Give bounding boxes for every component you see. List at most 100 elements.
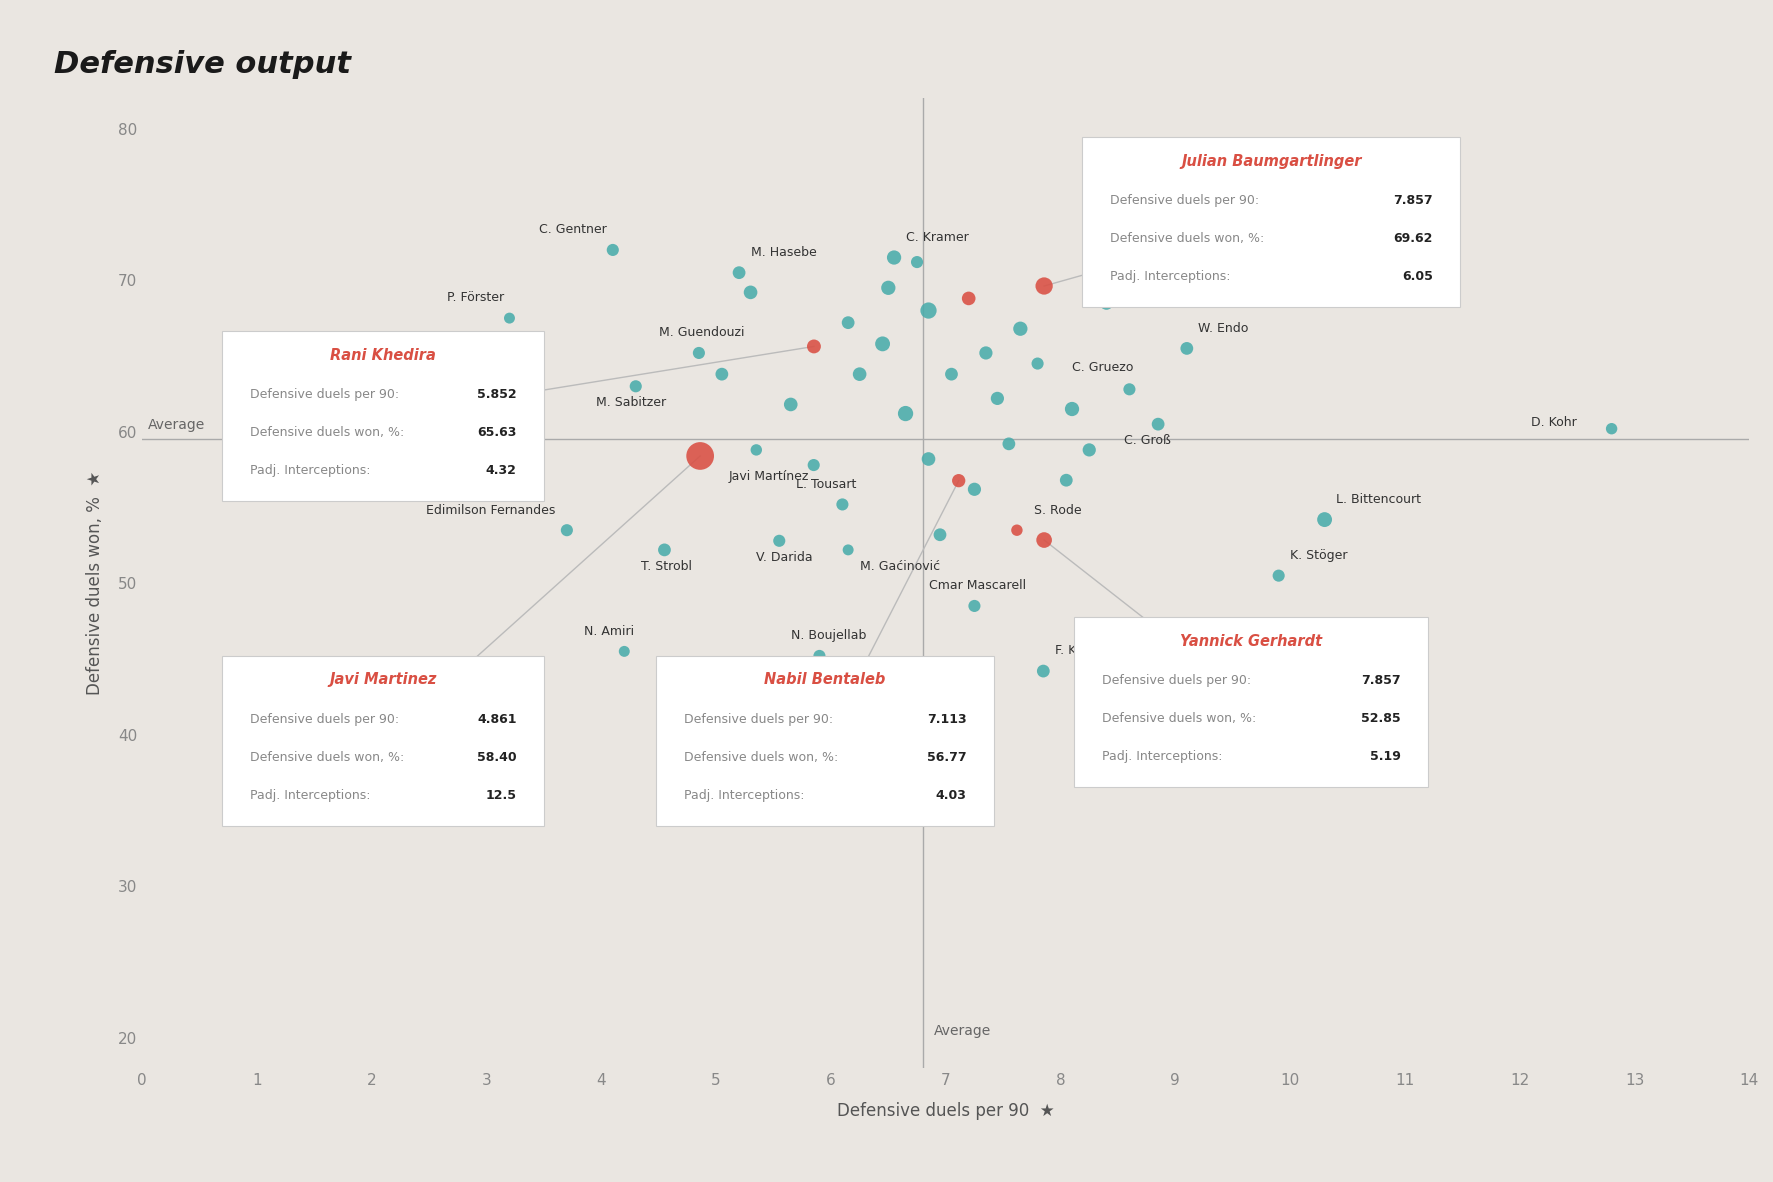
Point	[1030, 277, 1058, 296]
Point	[1172, 339, 1200, 358]
Point	[684, 688, 713, 707]
Point	[982, 389, 1011, 408]
Point	[1074, 441, 1103, 460]
Text: D. Geiger: D. Geiger	[658, 670, 718, 683]
Text: W. Endo: W. Endo	[1197, 322, 1248, 335]
Text: Yannick Gerhardt: Yannick Gerhardt	[1179, 634, 1321, 649]
Point	[1051, 470, 1080, 489]
Text: Defensive duels won, %:: Defensive duels won, %:	[1101, 712, 1259, 725]
Text: 5.19: 5.19	[1369, 749, 1401, 762]
Point	[610, 642, 638, 661]
Text: 69.62: 69.62	[1392, 232, 1433, 245]
Text: D. Kohr: D. Kohr	[1530, 416, 1576, 429]
Point	[874, 279, 902, 298]
Text: T. Strobl: T. Strobl	[642, 559, 691, 572]
FancyBboxPatch shape	[1082, 137, 1459, 307]
Text: 58.40: 58.40	[477, 751, 516, 764]
Point	[846, 365, 874, 384]
Point	[495, 309, 523, 327]
Text: M. Gaćinović: M. Gaćinović	[860, 559, 940, 572]
Point	[954, 288, 982, 307]
Point	[1596, 420, 1624, 439]
Point	[913, 301, 941, 320]
Text: M. Guendouzi: M. Guendouzi	[658, 326, 745, 339]
Point	[869, 335, 897, 353]
Text: K. Stöger: K. Stöger	[1289, 548, 1347, 561]
Text: Defensive duels won, %:: Defensive duels won, %:	[1110, 232, 1268, 245]
Text: L. Tousart: L. Tousart	[796, 478, 856, 491]
Text: Cmar Mascarell: Cmar Mascarell	[927, 579, 1025, 592]
Text: Padj. Interceptions:: Padj. Interceptions:	[250, 788, 374, 801]
FancyBboxPatch shape	[1074, 617, 1427, 787]
Text: Padj. Interceptions:: Padj. Interceptions:	[250, 463, 374, 476]
Text: Padj. Interceptions:: Padj. Interceptions:	[683, 788, 808, 801]
Text: Average: Average	[147, 417, 206, 431]
X-axis label: Defensive duels per 90  ★: Defensive duels per 90 ★	[837, 1102, 1053, 1119]
Point	[1002, 521, 1030, 540]
Text: 52.85: 52.85	[1360, 712, 1401, 725]
Text: Defensive duels per 90:: Defensive duels per 90:	[1101, 674, 1254, 687]
Text: 4.861: 4.861	[477, 713, 516, 726]
Point	[972, 344, 1000, 363]
Text: Defensive duels won, %:: Defensive duels won, %:	[683, 751, 842, 764]
Text: N. Amiri: N. Amiri	[583, 625, 635, 638]
Point	[913, 449, 941, 468]
Point	[874, 707, 902, 726]
Text: C. Groß: C. Groß	[1122, 434, 1170, 447]
Text: C. Gentner: C. Gentner	[539, 223, 606, 236]
Point	[725, 264, 754, 282]
Point	[1310, 511, 1339, 530]
Text: Defensive duels per 90:: Defensive duels per 90:	[250, 713, 402, 726]
Point	[472, 415, 500, 434]
Text: 56.77: 56.77	[927, 751, 966, 764]
Point	[995, 435, 1023, 454]
Y-axis label: Defensive duels won, %  ★: Defensive duels won, % ★	[85, 472, 105, 695]
Text: L. Bittencourt: L. Bittencourt	[1335, 493, 1420, 506]
Text: M. Sabitzer: M. Sabitzer	[596, 396, 665, 409]
Point	[1030, 531, 1058, 550]
Text: Padj. Interceptions:: Padj. Interceptions:	[1110, 269, 1234, 282]
Point	[800, 337, 828, 356]
Text: M. Hasebe: M. Hasebe	[750, 246, 816, 259]
FancyBboxPatch shape	[222, 331, 544, 501]
Point	[553, 521, 582, 540]
Point	[890, 404, 918, 423]
Text: 7.857: 7.857	[1392, 194, 1433, 207]
Point	[833, 313, 862, 332]
Text: N. Boujellab: N. Boujellab	[791, 629, 865, 642]
Text: Rani Khedira: Rani Khedira	[330, 348, 436, 363]
Text: G. Castro: G. Castro	[422, 397, 480, 410]
Point	[828, 495, 856, 514]
Point	[1080, 233, 1108, 252]
Point	[684, 344, 713, 363]
Point	[598, 240, 626, 259]
Text: Defensive duels won, %:: Defensive duels won, %:	[250, 426, 408, 439]
Text: Javi Martinez: Javi Martinez	[330, 673, 436, 688]
Text: 5.852: 5.852	[477, 388, 516, 401]
Text: Padj. Interceptions:: Padj. Interceptions:	[1101, 749, 1225, 762]
Point	[800, 455, 828, 474]
Text: S. Rode: S. Rode	[1034, 504, 1082, 517]
Point	[926, 525, 954, 544]
Text: 7.857: 7.857	[1360, 674, 1401, 687]
Text: P. Förster: P. Förster	[447, 292, 504, 305]
Point	[833, 540, 862, 559]
Text: 6.05: 6.05	[1401, 269, 1433, 282]
Text: Average: Average	[934, 1024, 991, 1038]
Point	[741, 441, 769, 460]
Point	[736, 282, 764, 301]
Text: 12.5: 12.5	[486, 788, 516, 801]
Text: F. Grillitsch: F. Grillitsch	[837, 690, 904, 703]
Point	[879, 248, 908, 267]
Text: Javi Martínez: Javi Martínez	[729, 470, 808, 483]
Point	[707, 365, 736, 384]
Point	[1144, 415, 1172, 434]
Point	[651, 540, 679, 559]
Point	[764, 532, 793, 551]
Point	[1057, 400, 1085, 418]
Text: Nabil Bentaleb: Nabil Bentaleb	[764, 673, 885, 688]
Text: F. Kunze: F. Kunze	[1055, 644, 1105, 657]
Text: Defensive output: Defensive output	[53, 51, 351, 79]
Point	[943, 472, 972, 491]
FancyBboxPatch shape	[656, 656, 993, 825]
